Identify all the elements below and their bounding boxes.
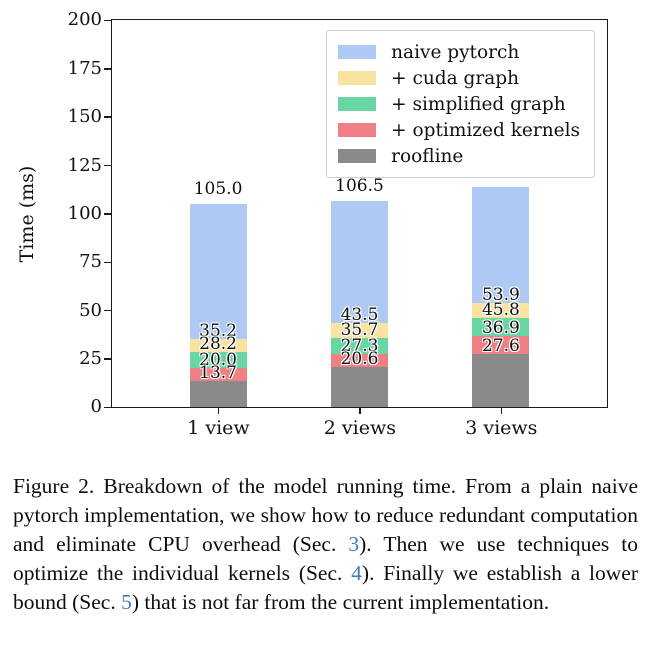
bar-value-label: 27.6 bbox=[481, 335, 520, 356]
y-tick-label: 100 bbox=[67, 202, 102, 224]
legend-item-label: naive pytorch bbox=[391, 41, 520, 63]
x-tick-label: 1 view bbox=[187, 417, 250, 439]
bar-value-label: 43.5 bbox=[340, 304, 379, 325]
bar-total-label: 106.5 bbox=[335, 175, 384, 196]
y-tick-mark bbox=[104, 116, 111, 118]
y-tick-mark bbox=[104, 164, 111, 167]
caption-text: ). Finally we establish a lower bound (S… bbox=[13, 561, 638, 614]
bar-value-label: 20.0 bbox=[199, 350, 237, 371]
section-link[interactable]: 4 bbox=[351, 561, 362, 585]
y-tick-mark bbox=[104, 19, 111, 22]
x-tick-mark bbox=[500, 408, 503, 414]
y-tick-label: 50 bbox=[79, 299, 102, 321]
legend-item-label: + optimized kernels bbox=[391, 119, 580, 141]
bar-value-label: 36.9 bbox=[481, 317, 520, 338]
section-link[interactable]: 3 bbox=[348, 532, 360, 556]
y-tick-mark bbox=[104, 358, 111, 360]
caption-text: ) that is not far from the current imple… bbox=[131, 590, 550, 614]
y-tick-label: 0 bbox=[90, 396, 102, 418]
chart-legend: naive pytorch + cuda graph + simplified gr… bbox=[326, 30, 595, 178]
legend-swatch bbox=[338, 45, 377, 59]
x-tick-mark bbox=[217, 408, 220, 414]
bar-value-label: 28.2 bbox=[199, 334, 237, 355]
bar-segment-roofline bbox=[331, 367, 388, 407]
y-tick-label: 200 bbox=[67, 9, 102, 31]
legend-item-label: + cuda graph bbox=[391, 67, 520, 89]
bar-value-label: 20.6 bbox=[340, 349, 379, 370]
x-tick-label: 2 views bbox=[323, 417, 396, 439]
x-tick-mark bbox=[359, 408, 361, 414]
y-tick-label: 25 bbox=[79, 348, 102, 370]
legend-swatch bbox=[338, 97, 377, 111]
legend-item: + cuda graph bbox=[338, 65, 580, 91]
plot-area: naive pytorch + cuda graph + simplified gr… bbox=[111, 19, 608, 408]
caption-text: ). Then we use techniques to optimize th… bbox=[13, 532, 639, 585]
bar-segment-roofline bbox=[189, 380, 247, 407]
y-tick-mark bbox=[104, 406, 111, 409]
x-tick-label: 3 views bbox=[465, 417, 538, 439]
legend-item: + simplified graph bbox=[338, 91, 580, 117]
legend-item: naive pytorch bbox=[338, 39, 580, 65]
bar-value-label: 13.7 bbox=[199, 362, 237, 383]
bar-total-label: 105.0 bbox=[193, 178, 243, 199]
bar-value-label: 35.2 bbox=[199, 320, 237, 341]
y-tick-mark bbox=[104, 68, 111, 70]
y-tick-label: 175 bbox=[67, 57, 102, 79]
legend-item: roofline bbox=[338, 143, 580, 169]
bar-value-label: 35.7 bbox=[340, 319, 379, 340]
bar-segment-roofline bbox=[472, 353, 530, 407]
legend-item-label: + simplified graph bbox=[391, 93, 566, 115]
bar-value-label: 53.9 bbox=[481, 284, 520, 305]
legend-swatch bbox=[338, 149, 377, 163]
y-tick-label: 150 bbox=[67, 106, 102, 128]
figure-caption: Figure 2. Breakdown of the model running… bbox=[13, 472, 638, 617]
legend-swatch bbox=[338, 123, 377, 137]
y-tick-label: 75 bbox=[79, 251, 102, 273]
legend-item-label: roofline bbox=[391, 145, 464, 167]
bar-value-label: 45.8 bbox=[481, 300, 520, 321]
y-tick-mark bbox=[104, 261, 111, 264]
caption-text: Figure 2. Breakdown of the model running… bbox=[13, 474, 638, 556]
y-axis-label: Time (ms) bbox=[16, 165, 38, 263]
y-tick-mark bbox=[104, 213, 111, 215]
runtime-bar-chart: Time (ms) naive pytorch + cuda graph + sim… bbox=[16, 9, 608, 439]
y-tick-mark bbox=[104, 309, 111, 312]
section-link[interactable]: 5 bbox=[121, 590, 132, 614]
bar-value-label: 27.3 bbox=[340, 336, 379, 357]
legend-swatch bbox=[338, 71, 377, 85]
y-tick-label: 125 bbox=[67, 154, 102, 176]
legend-item: + optimized kernels bbox=[338, 117, 580, 143]
